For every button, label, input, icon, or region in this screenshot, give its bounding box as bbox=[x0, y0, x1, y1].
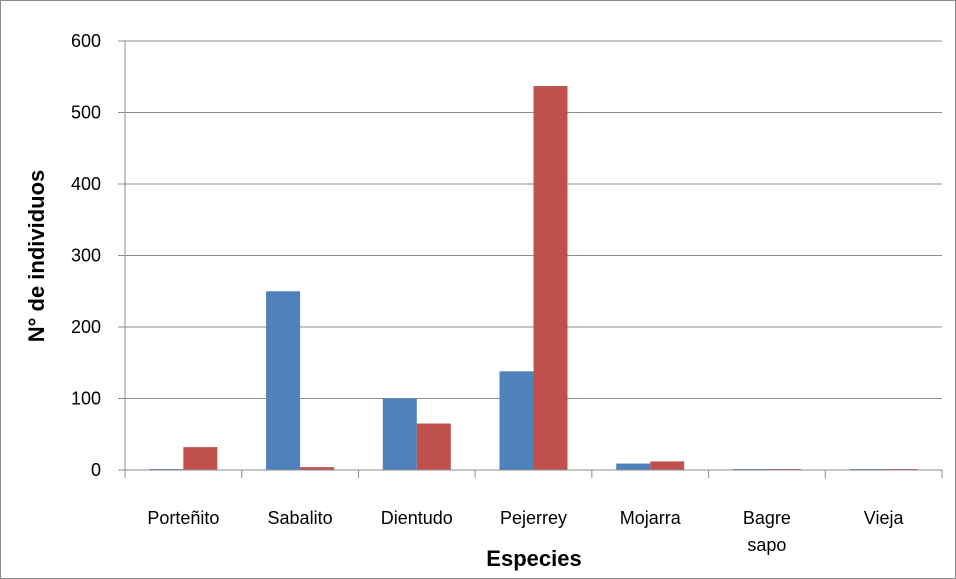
x-tick-label-line: Bagre bbox=[743, 508, 791, 528]
y-tick-labels: 0 100 200 300 400 500 600 bbox=[71, 31, 101, 480]
x-tick-label: Dientudo bbox=[381, 508, 453, 528]
bar-series-1-4 bbox=[616, 463, 651, 470]
x-tick-label-line: Sabalito bbox=[268, 508, 333, 528]
bar-series-2-1 bbox=[300, 467, 335, 470]
y-tick-label: 500 bbox=[71, 103, 101, 123]
bar-series-1-1 bbox=[266, 291, 301, 470]
y-axis-title: N° de individuos bbox=[24, 170, 49, 343]
x-tick-label: Porteñito bbox=[147, 508, 219, 528]
y-tick-label: 300 bbox=[71, 246, 101, 266]
x-tick-label-line: Pejerrey bbox=[500, 508, 567, 528]
x-axis-title: Especies bbox=[486, 546, 581, 571]
x-tick-label-line: Porteñito bbox=[147, 508, 219, 528]
x-tick-label: Bagre sapo bbox=[743, 508, 791, 555]
x-tick-label: Vieja bbox=[864, 508, 905, 528]
y-tick-label: 200 bbox=[71, 317, 101, 337]
bar-series-2-3 bbox=[533, 86, 568, 471]
axes bbox=[118, 40, 943, 478]
bars bbox=[149, 86, 918, 471]
bar-series-1-2 bbox=[382, 398, 417, 470]
y-tick-label: 400 bbox=[71, 174, 101, 194]
bar-series-1-3 bbox=[499, 371, 534, 470]
x-tick-label-line: sapo bbox=[747, 535, 786, 555]
x-tick-labels: Porteñito Sabalito Dientudo Pejerrey Mojarra… bbox=[147, 508, 904, 555]
bar-series-2-0 bbox=[183, 447, 218, 470]
y-tick-label: 0 bbox=[91, 460, 101, 480]
y-tick-label: 100 bbox=[71, 389, 101, 409]
y-tick-label: 600 bbox=[71, 31, 101, 51]
bar-series-2-4 bbox=[650, 461, 685, 470]
bar-series-2-2 bbox=[416, 423, 451, 470]
x-tick-label-line: Mojarra bbox=[620, 508, 682, 528]
x-tick-label-line: Vieja bbox=[864, 508, 905, 528]
x-tick-label-line: Dientudo bbox=[381, 508, 453, 528]
x-tick-label: Mojarra bbox=[620, 508, 682, 528]
x-tick-label: Pejerrey bbox=[500, 508, 567, 528]
x-tick-label: Sabalito bbox=[268, 508, 333, 528]
